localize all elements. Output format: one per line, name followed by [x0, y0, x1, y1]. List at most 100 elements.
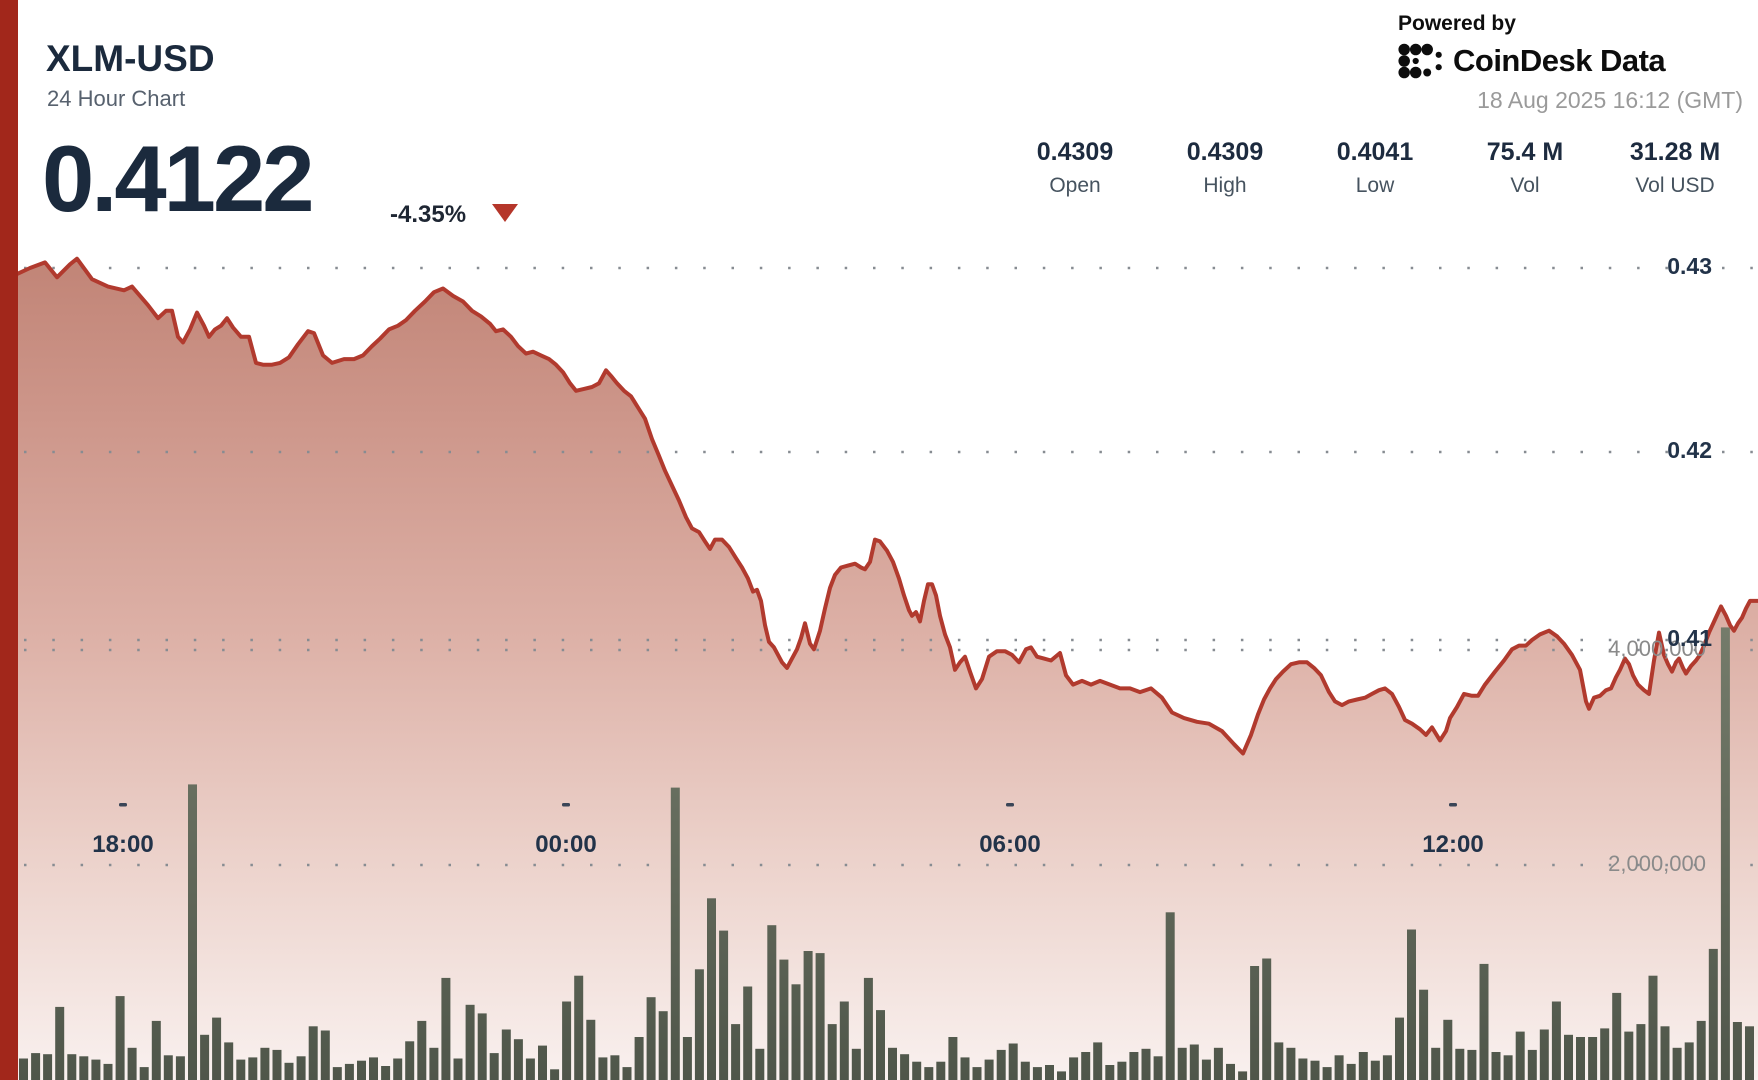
volume-bar	[622, 1067, 632, 1080]
volume-bar	[103, 1063, 113, 1080]
volume-bar	[815, 953, 825, 1080]
triangle-down-icon	[492, 204, 518, 222]
volume-bar	[948, 1037, 958, 1080]
volume-bar	[1455, 1048, 1465, 1080]
volume-bar	[1588, 1037, 1598, 1080]
volume-bar	[984, 1059, 994, 1080]
volume-bar	[924, 1067, 934, 1080]
price-line	[16, 256, 1758, 756]
volume-bar	[731, 1024, 741, 1080]
volume-bar	[332, 1067, 342, 1080]
volume-bar	[562, 1001, 572, 1080]
time-tick	[562, 803, 570, 807]
volume-axis-label: 4,000,000	[1608, 636, 1706, 661]
volume-bar	[31, 1053, 41, 1080]
stat-label: Vol USD	[1635, 174, 1715, 197]
volume-bar	[1745, 1026, 1754, 1080]
volume-bar	[586, 1019, 596, 1080]
volume-bar	[212, 1017, 222, 1080]
volume-bar	[1407, 929, 1416, 1080]
volume-bar	[1310, 1060, 1320, 1080]
price-axis-label: 0.41	[1667, 625, 1712, 651]
volume-bar	[1189, 1044, 1199, 1080]
time-tick	[1006, 803, 1014, 807]
volume-bar	[1370, 1060, 1380, 1080]
volume-bar	[489, 1053, 499, 1080]
volume-bar	[115, 996, 125, 1080]
price-axis-label: 0.42	[1667, 437, 1712, 463]
volume-bar	[1201, 1059, 1211, 1080]
volume-bar	[719, 930, 729, 1080]
volume-bar	[1720, 627, 1730, 1080]
volume-bar	[1286, 1047, 1296, 1080]
volume-bar	[1334, 1055, 1344, 1080]
volume-bar	[1382, 1055, 1392, 1080]
volume-bar	[1274, 1042, 1284, 1080]
volume-bar	[1105, 1065, 1115, 1080]
stat-value: 0.4309	[1036, 138, 1114, 166]
volume-bar	[1624, 1031, 1634, 1080]
volume-bar	[1045, 1065, 1054, 1080]
stat-value: 0.4041	[1336, 138, 1414, 166]
volume-bar	[248, 1057, 258, 1080]
stat-value: 0.4309	[1186, 138, 1264, 166]
volume-bar	[827, 1024, 837, 1080]
volume-bar	[43, 1054, 53, 1080]
volume-bar	[1636, 1024, 1646, 1080]
volume-bar	[200, 1034, 210, 1080]
volume-bar	[139, 1067, 149, 1080]
volume-bar	[1708, 948, 1718, 1080]
volume-axis-label: 2,000,000	[1608, 851, 1706, 876]
volume-bar	[670, 787, 680, 1080]
volume-bar	[851, 1048, 861, 1080]
volume-bar	[1648, 975, 1658, 1080]
time-axis-label: 00:00	[535, 831, 597, 858]
price-axis-label: 0.43	[1667, 253, 1712, 279]
volume-bar	[803, 951, 813, 1080]
timestamp: 18 Aug 2025 16:12 (GMT)	[1477, 87, 1743, 113]
chart-subtitle: 24 Hour Chart	[47, 86, 186, 111]
volume-bar	[79, 1056, 89, 1080]
volume-bar	[1684, 1042, 1694, 1080]
time-axis-label: 12:00	[1422, 831, 1484, 858]
volume-bar	[163, 1055, 173, 1080]
volume-bar	[1153, 1056, 1163, 1080]
volume-bar	[658, 1011, 668, 1080]
volume-bar	[501, 1029, 511, 1080]
volume-bar	[972, 1067, 982, 1080]
volume-bar	[260, 1047, 270, 1080]
stat-open: 0.4309 Open	[1000, 138, 1150, 198]
brand-name-coindesk: CoinDesk	[1453, 43, 1592, 78]
volume-bar	[284, 1062, 294, 1080]
volume-bar	[863, 977, 873, 1080]
volume-bar	[598, 1057, 608, 1080]
time-axis-label: 06:00	[979, 831, 1041, 858]
volume-bar	[67, 1054, 77, 1080]
volume-bar	[1346, 1063, 1356, 1080]
time-tick	[1449, 803, 1457, 807]
powered-by-label: Powered by	[1398, 12, 1516, 35]
volume-bar	[1238, 1071, 1248, 1080]
stat-value: 31.28 M	[1629, 138, 1721, 166]
stat-label: High	[1203, 174, 1247, 197]
volume-bar	[1093, 1042, 1103, 1080]
coindesk-logo: CoinDesk Data	[1398, 41, 1743, 81]
volume-bar	[1600, 1028, 1610, 1080]
volume-bar	[900, 1054, 910, 1080]
stat-high: 0.4309 High	[1150, 138, 1300, 198]
volume-bar	[1250, 966, 1260, 1080]
volume-bar	[369, 1057, 378, 1080]
volume-bar	[538, 1045, 547, 1080]
volume-bar	[767, 925, 777, 1080]
stat-low: 0.4041 Low	[1300, 138, 1450, 198]
volume-bar	[1358, 1052, 1368, 1080]
page-title: XLM-USD	[46, 38, 215, 79]
volume-bar	[381, 1066, 391, 1080]
volume-bar	[417, 1020, 427, 1080]
stat-label: Low	[1355, 174, 1395, 197]
volume-bar	[1226, 1063, 1235, 1080]
volume-bar	[1431, 1047, 1441, 1080]
volume-bar	[1117, 1061, 1127, 1080]
